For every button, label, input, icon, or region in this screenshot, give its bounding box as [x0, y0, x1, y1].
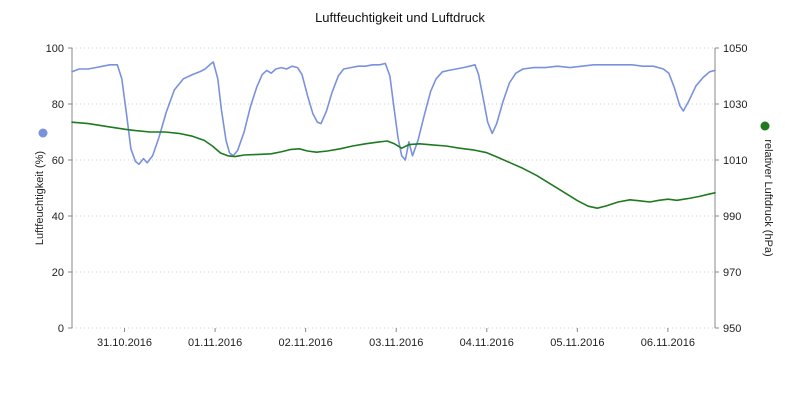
left-axis-tick-label: 40	[52, 211, 64, 223]
left-axis-tick-label: 0	[58, 323, 64, 335]
right-axis-tick-label: 970	[723, 267, 741, 279]
x-axis-tick-label: 02.11.2016	[279, 337, 333, 349]
humidity-line	[71, 61, 716, 165]
left-axis-tick-label: 20	[52, 267, 64, 279]
left-axis-tick-label: 100	[46, 43, 64, 55]
right-axis-tick-label: 1010	[723, 155, 747, 167]
x-axis-tick-label: 31.10.2016	[97, 337, 152, 349]
pressure-line	[71, 121, 716, 209]
left-axis-tick-label: 60	[52, 155, 64, 167]
left-axis-tick-label: 80	[52, 99, 64, 111]
x-axis-tick-label: 06.11.2016	[641, 337, 695, 349]
humidity-legend-dot	[38, 128, 48, 138]
chart-title: Luftfeuchtigkeit und Luftdruck	[315, 10, 485, 25]
x-axis-tick-label: 01.11.2016	[188, 337, 242, 349]
pressure-legend-dot	[760, 121, 770, 131]
x-axis-tick-label: 05.11.2016	[550, 337, 604, 349]
right-axis-tick-label: 950	[723, 323, 741, 335]
x-axis-tick-label: 03.11.2016	[369, 337, 423, 349]
right-axis-tick-label: 1050	[723, 43, 747, 55]
right-axis-title: relativer Luftdruck (hPa)	[762, 139, 774, 256]
x-axis-tick-label: 04.11.2016	[460, 337, 514, 349]
right-axis-tick-label: 990	[723, 211, 741, 223]
left-axis-title: Luftfeuchtigkeit (%)	[34, 151, 46, 245]
right-axis-tick-label: 1030	[723, 99, 747, 111]
